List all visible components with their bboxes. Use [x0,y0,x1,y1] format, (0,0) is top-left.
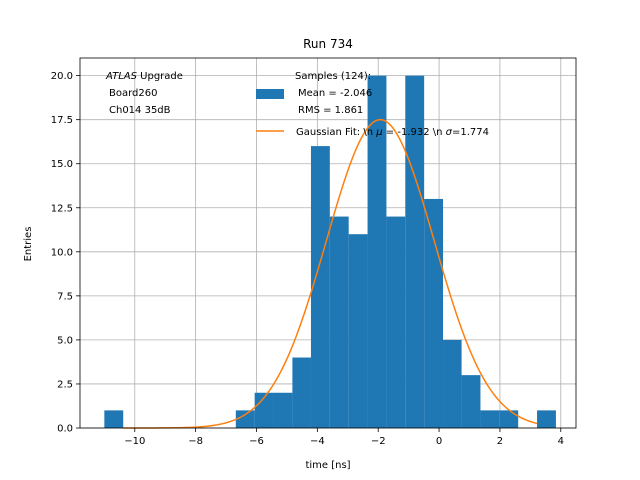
x-tick-label: −4 [310,436,325,447]
atlas-annotation: ATLAS Upgrade Board260 Ch014 35dB [105,71,183,116]
histogram-bar [292,357,311,428]
y-tick-label: 2.5 [57,379,73,390]
annotation-atlas: ATLAS [105,71,138,82]
histogram-bar [386,216,406,428]
histogram-bar [443,339,462,428]
y-tick-label: 15.0 [51,159,73,170]
histogram-bar [310,146,330,428]
annotation-upgrade: Upgrade [137,71,183,82]
x-axis-label: time [ns] [305,460,350,471]
histogram-bar [499,410,519,428]
x-tick-label: 2 [497,436,503,447]
legend-histogram-line-2: Mean = -2.046 [298,88,372,99]
histogram-bar [424,198,444,428]
y-tick-label: 17.5 [51,115,73,126]
x-tick-label: 0 [436,436,442,447]
x-tick-label: −8 [188,436,203,447]
annotation-line-3: Ch014 35dB [109,105,171,116]
histogram-bar [367,75,387,428]
histogram-bar [254,392,274,428]
histogram-bars [104,75,556,428]
histogram-bar [329,216,349,428]
y-tick-label: 5.0 [57,335,73,346]
legend-histogram-line-1: Samples (124): [295,71,371,82]
x-tick-label: −6 [249,436,264,447]
histogram-bar [461,375,481,428]
y-tick-label: 12.5 [51,203,73,214]
legend-fit-label: Gaussian Fit: \n μ = -1.932 \n σ=1.774 [296,127,489,138]
annotation-line-2: Board260 [109,88,157,99]
legend-histogram-swatch [256,89,284,99]
plot-frame [79,57,577,429]
histogram-bar [537,410,556,428]
annotation-line-1: ATLAS Upgrade [105,71,183,82]
y-axis-label: Entries [23,227,34,262]
y-tick-label: 7.5 [57,291,73,302]
histogram-bar [348,234,368,428]
histogram-bar [235,410,255,428]
chart-title: Run 734 [303,37,353,51]
legend: Samples (124): Mean = -2.046 RMS = 1.861… [256,71,489,138]
histogram-bar [273,392,293,428]
x-tick-label: 4 [558,436,564,447]
histogram-bar [480,410,500,428]
x-tick-label: −10 [124,436,145,447]
y-tick-label: 20.0 [51,71,73,82]
y-axis-ticks: 0.0 2.5 5.0 7.5 10.0 12.5 15.0 17.5 20.0 [51,71,80,435]
legend-histogram-line-3: RMS = 1.861 [298,105,363,116]
x-tick-label: −2 [371,436,386,447]
histogram-bar [104,410,124,428]
y-tick-label: 10.0 [51,247,73,258]
x-axis-ticks: −10 −8 −6 −4 −2 0 2 4 [124,428,564,447]
y-tick-label: 0.0 [57,424,73,435]
gaussian-fit-curve [123,118,538,429]
